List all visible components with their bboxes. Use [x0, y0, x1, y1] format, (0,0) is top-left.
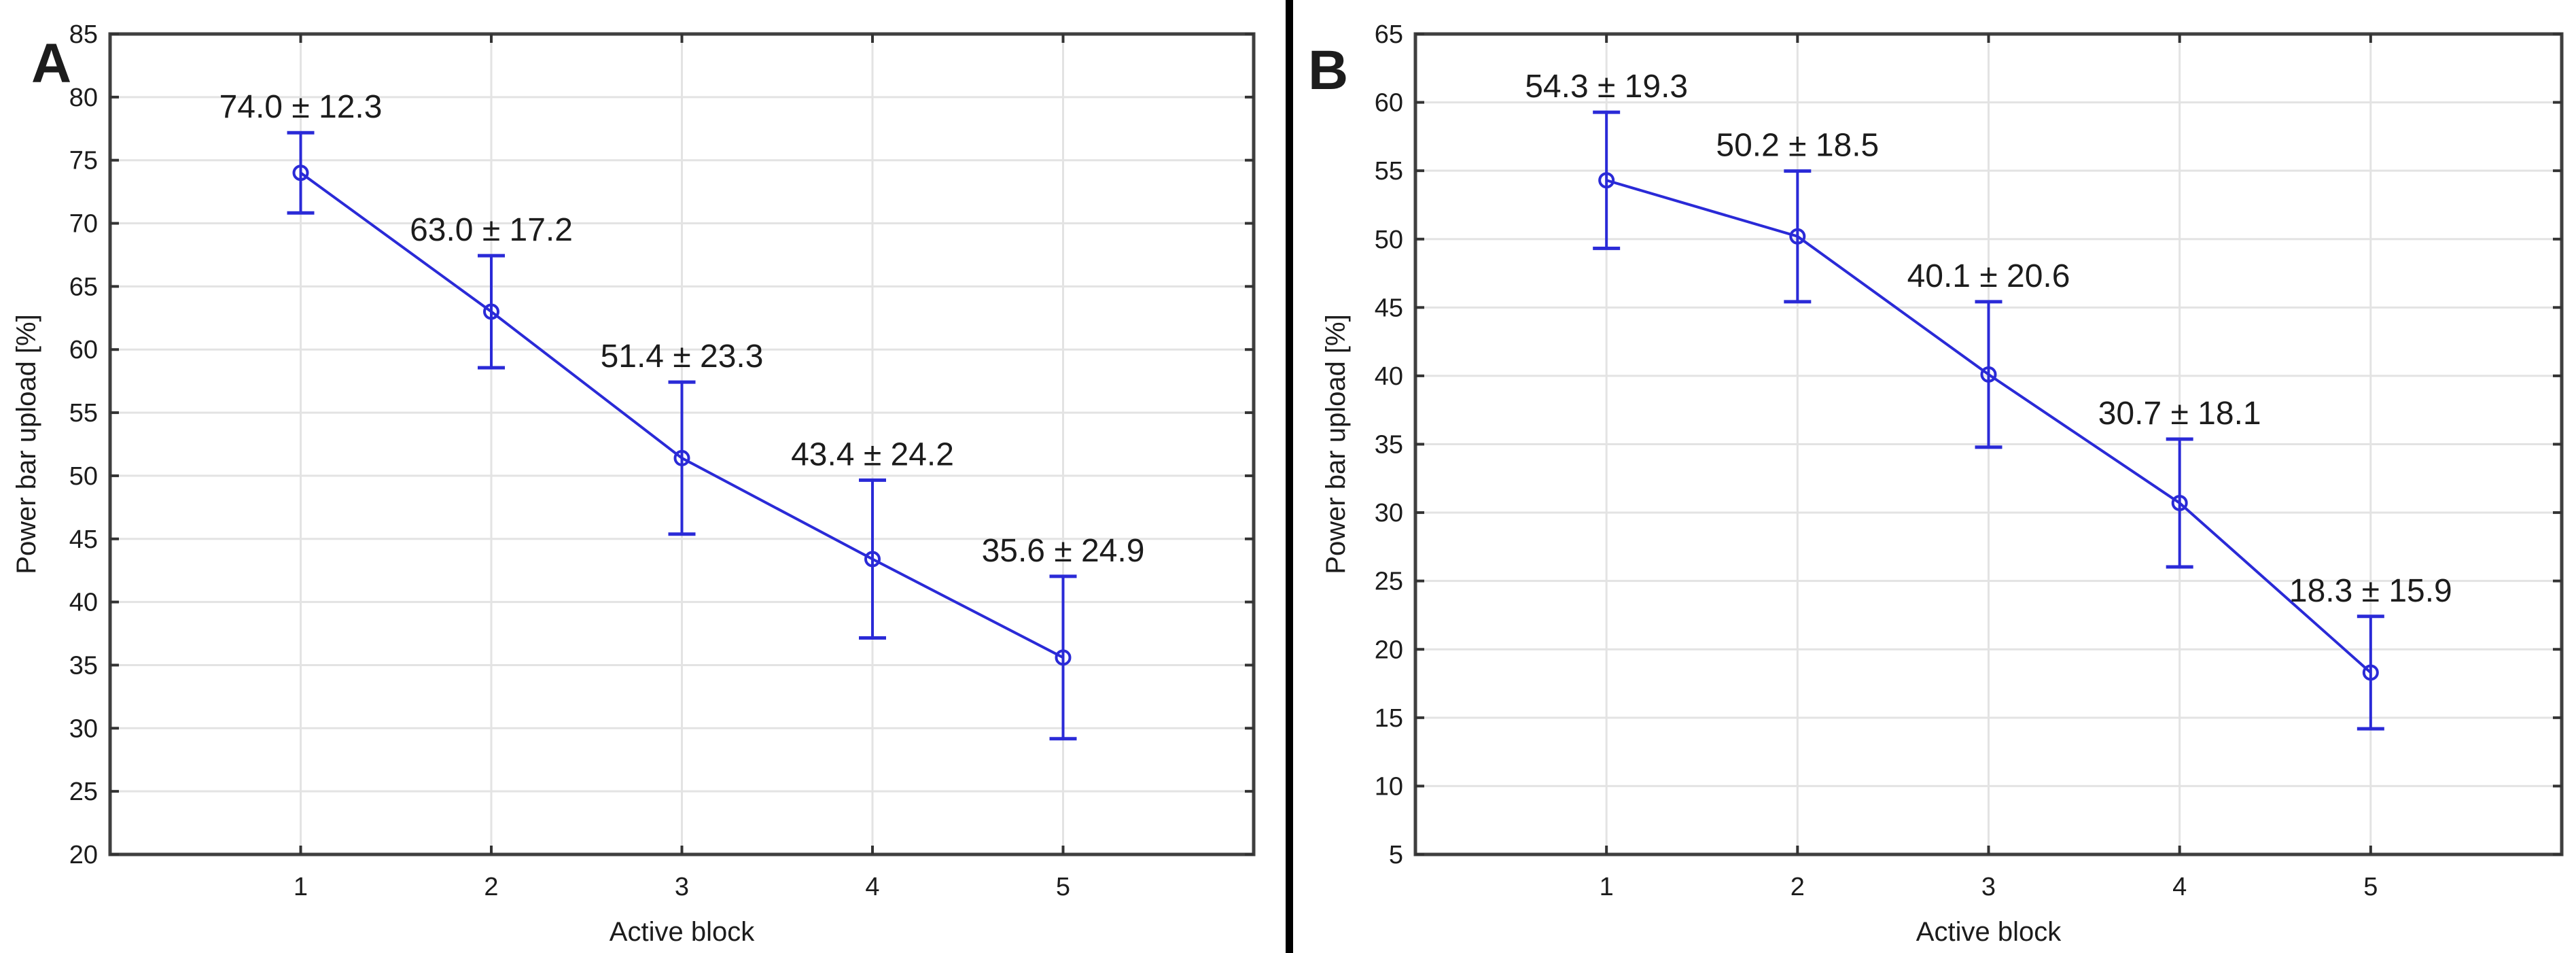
y-axis-title: Power bar upload [%] [12, 314, 41, 574]
y-tick-label: 55 [69, 399, 98, 428]
y-tick-label: 25 [69, 778, 98, 806]
x-tick-label: 2 [484, 873, 498, 901]
data-point-marker [483, 303, 499, 320]
data-point-marker [1055, 649, 1072, 666]
y-tick-label: 75 [69, 147, 98, 175]
x-tick-label: 4 [865, 873, 879, 901]
point-label: 63.0 ± 17.2 [410, 212, 573, 248]
point-label: 43.4 ± 24.2 [791, 436, 954, 472]
panel-b: 54.3 ± 19.3 50.2 ± 18.5 40.1 ± 20.6 30.7 ± … [1293, 0, 2576, 953]
data-point-marker [2362, 664, 2379, 681]
panel-divider [1286, 0, 1293, 953]
panel-letter: B [1308, 39, 1348, 101]
y-tick-label: 50 [1375, 226, 1403, 254]
y-tick-label: 25 [1375, 568, 1403, 596]
y-tick-label: 50 [69, 462, 98, 491]
point-label: 54.3 ± 19.3 [1525, 69, 1688, 105]
y-tick-label: 35 [1375, 431, 1403, 460]
y-tick-label: 65 [1375, 20, 1403, 49]
x-tick-label: 1 [1600, 873, 1614, 901]
y-tick-label: 55 [1375, 157, 1403, 186]
y-tick-label: 65 [69, 273, 98, 301]
y-tick-label: 40 [69, 589, 98, 617]
tick-marks [1415, 33, 2562, 856]
point-label: 50.2 ± 18.5 [1716, 128, 1879, 164]
y-tick-label: 80 [69, 84, 98, 112]
point-label: 74.0 ± 12.3 [219, 89, 383, 125]
data-point-marker [673, 449, 690, 466]
y-axis-title: Power bar upload [%] [1321, 314, 1351, 574]
y-tick-label: 60 [69, 336, 98, 364]
y-tick-label: 60 [1375, 89, 1403, 118]
y-tick-label: 20 [1375, 636, 1403, 664]
panel-letter: A [31, 33, 71, 94]
data-point-marker [1980, 366, 1997, 383]
tick-marks [110, 33, 1254, 856]
y-tick-label: 85 [69, 20, 98, 49]
data-point-markers [1598, 172, 2379, 681]
data-point-markers [292, 164, 1072, 666]
x-tick-label: 3 [1981, 873, 1996, 901]
y-tick-label: 15 [1375, 704, 1403, 733]
y-tick-label: 35 [69, 651, 98, 680]
y-tick-label: 5 [1389, 841, 1403, 869]
point-labels: 74.0 ± 12.3 63.0 ± 17.2 51.4 ± 23.3 43.4 ± … [219, 89, 1145, 569]
x-tick-label: 5 [2363, 873, 2378, 901]
series-line [1606, 179, 2372, 674]
y-tick-label: 70 [69, 210, 98, 239]
point-label: 30.7 ± 18.1 [2098, 396, 2261, 432]
x-tick-label: 5 [1056, 873, 1070, 901]
x-axis-title: Active block [1916, 917, 2062, 947]
chart-svg-panel-b: 54.3 ± 19.3 50.2 ± 18.5 40.1 ± 20.6 30.7 ± … [1308, 20, 2564, 947]
x-tick-label: 4 [2172, 873, 2187, 901]
x-tick-label: 2 [1790, 873, 1805, 901]
data-point-marker [1789, 228, 1806, 245]
point-label: 51.4 ± 23.3 [601, 339, 764, 375]
data-point-marker [292, 164, 309, 181]
point-label: 18.3 ± 15.9 [2289, 573, 2452, 609]
data-point-marker [2171, 495, 2188, 512]
y-tick-label: 10 [1375, 772, 1403, 801]
y-tick-label: 30 [1375, 499, 1403, 527]
y-tick-labels: 20 25 30 35 40 45 50 55 60 65 70 75 80 85 [69, 20, 98, 869]
panel-a: 74.0 ± 12.3 63.0 ± 17.2 51.4 ± 23.3 43.4 ± … [0, 0, 1286, 953]
data-point-marker [1598, 172, 1615, 189]
x-tick-label: 1 [294, 873, 308, 901]
y-tick-label: 30 [69, 714, 98, 743]
y-tick-label: 20 [69, 841, 98, 869]
y-tick-label: 45 [69, 525, 98, 554]
x-tick-labels: 1 2 3 4 5 [294, 873, 1070, 901]
x-axis-title: Active block [610, 917, 755, 947]
x-tick-labels: 1 2 3 4 5 [1600, 873, 2378, 901]
x-tick-label: 3 [675, 873, 689, 901]
series-line [300, 171, 1064, 659]
y-tick-label: 40 [1375, 362, 1403, 391]
y-tick-label: 45 [1375, 294, 1403, 322]
point-label: 35.6 ± 24.9 [982, 533, 1145, 569]
point-labels: 54.3 ± 19.3 50.2 ± 18.5 40.1 ± 20.6 30.7 ± … [1525, 69, 2452, 609]
data-point-marker [864, 551, 881, 568]
point-label: 40.1 ± 20.6 [1907, 258, 2070, 294]
y-tick-labels: 5 10 15 20 25 30 35 40 45 50 55 60 65 [1375, 20, 1403, 869]
chart-svg-panel-a: 74.0 ± 12.3 63.0 ± 17.2 51.4 ± 23.3 43.4 ± … [12, 20, 1256, 947]
